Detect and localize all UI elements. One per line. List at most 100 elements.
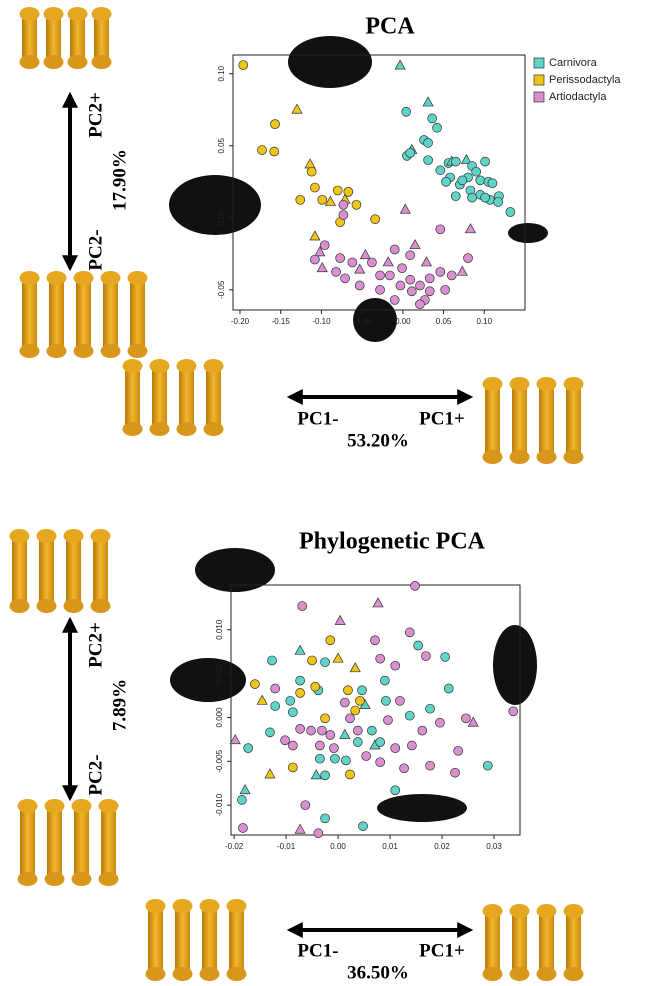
chart-title: PCA bbox=[365, 14, 415, 40]
bone-image bbox=[20, 7, 40, 21]
bone-image bbox=[123, 422, 143, 436]
point bbox=[376, 285, 385, 294]
pc2-variance-label: 17.90% bbox=[109, 149, 130, 211]
point bbox=[355, 696, 364, 705]
point bbox=[472, 167, 481, 176]
point bbox=[425, 287, 434, 296]
bone-image bbox=[37, 529, 57, 543]
point bbox=[481, 193, 490, 202]
point bbox=[426, 761, 435, 770]
point bbox=[268, 656, 277, 665]
bone-image bbox=[537, 450, 557, 464]
point bbox=[421, 652, 430, 661]
bone-image bbox=[99, 799, 119, 813]
point-triangle bbox=[395, 60, 405, 69]
bone-image bbox=[10, 529, 30, 543]
point bbox=[481, 157, 490, 166]
point-triangle bbox=[421, 257, 431, 266]
bone-image bbox=[92, 55, 112, 69]
point bbox=[376, 654, 385, 663]
bone-image bbox=[45, 872, 65, 886]
bone-image bbox=[146, 967, 166, 981]
point bbox=[428, 114, 437, 123]
bone-image bbox=[37, 599, 57, 613]
point bbox=[332, 267, 341, 276]
point bbox=[385, 271, 394, 280]
point bbox=[381, 696, 390, 705]
point bbox=[435, 718, 444, 727]
point-triangle bbox=[305, 159, 315, 168]
bone-image bbox=[99, 872, 119, 886]
point bbox=[376, 758, 385, 767]
point-triangle bbox=[465, 224, 475, 233]
point bbox=[454, 746, 463, 755]
bone-image bbox=[177, 359, 197, 373]
point bbox=[296, 195, 305, 204]
point-triangle bbox=[355, 264, 365, 273]
point-triangle bbox=[373, 598, 383, 607]
x-tick-label: 0.05 bbox=[436, 317, 452, 326]
animal-silhouette bbox=[508, 223, 548, 243]
point bbox=[468, 193, 477, 202]
point bbox=[407, 287, 416, 296]
point bbox=[281, 736, 290, 745]
point bbox=[476, 176, 485, 185]
x-tick-label: 0.01 bbox=[382, 842, 398, 851]
point bbox=[406, 251, 415, 260]
point bbox=[239, 61, 248, 70]
point bbox=[367, 258, 376, 267]
point-triangle bbox=[292, 104, 302, 113]
y-tick-label: 0.05 bbox=[217, 137, 226, 153]
point bbox=[326, 731, 335, 740]
bone-image bbox=[483, 967, 503, 981]
bone-image bbox=[146, 899, 166, 913]
point bbox=[310, 183, 319, 192]
pc2-plus-label: PC2+ bbox=[85, 92, 106, 138]
bone-image bbox=[564, 967, 584, 981]
bone-image bbox=[101, 344, 121, 358]
point-triangle bbox=[310, 231, 320, 240]
point bbox=[330, 754, 339, 763]
x-tick-label: -0.05 bbox=[353, 317, 372, 326]
point bbox=[321, 814, 330, 823]
bone-image bbox=[45, 799, 65, 813]
point bbox=[390, 295, 399, 304]
point bbox=[321, 714, 330, 723]
point bbox=[321, 658, 330, 667]
bone-image bbox=[64, 599, 84, 613]
point bbox=[296, 688, 305, 697]
point bbox=[352, 200, 361, 209]
point bbox=[441, 285, 450, 294]
point-triangle bbox=[265, 769, 275, 778]
legend-label: Artiodactyla bbox=[549, 91, 607, 103]
point bbox=[464, 254, 473, 263]
bone-image bbox=[483, 904, 503, 918]
point bbox=[395, 696, 404, 705]
pc1-plus-label: PC1+ bbox=[419, 940, 465, 961]
point bbox=[270, 147, 279, 156]
bone-image bbox=[564, 450, 584, 464]
pc2-plus-label: PC2+ bbox=[85, 622, 106, 668]
point-triangle bbox=[333, 653, 343, 662]
point bbox=[315, 741, 324, 750]
point bbox=[329, 744, 338, 753]
point-triangle bbox=[410, 240, 420, 249]
point bbox=[257, 146, 266, 155]
point bbox=[343, 686, 352, 695]
point bbox=[380, 676, 389, 685]
bone-image bbox=[18, 799, 38, 813]
point bbox=[483, 761, 492, 770]
bone-image bbox=[200, 899, 220, 913]
point bbox=[390, 245, 399, 254]
point bbox=[509, 707, 518, 716]
point bbox=[400, 764, 409, 773]
bone-image bbox=[72, 799, 92, 813]
point-triangle bbox=[457, 266, 467, 275]
legend-label: Carnivora bbox=[549, 57, 598, 69]
bone-image bbox=[537, 967, 557, 981]
point bbox=[424, 138, 433, 147]
point-triangle bbox=[335, 615, 345, 624]
point bbox=[271, 702, 280, 711]
point bbox=[318, 195, 327, 204]
point-triangle bbox=[295, 824, 305, 833]
